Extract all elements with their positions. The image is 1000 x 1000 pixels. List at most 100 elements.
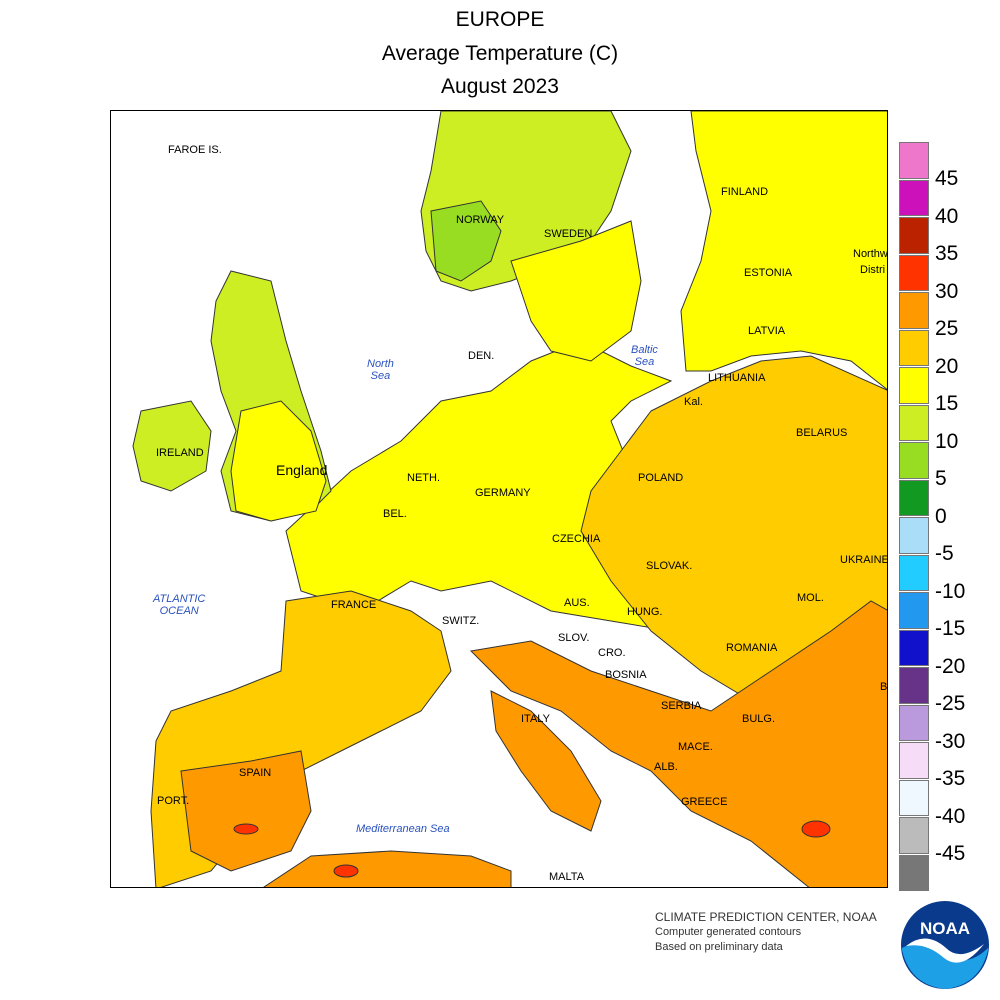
label-macedonia: MACE. — [678, 741, 713, 753]
zone-25-30-italy — [490, 690, 602, 832]
legend-tick-label: 35 — [935, 242, 959, 265]
legend-swatch — [899, 404, 929, 441]
legend-tick-label: -5 — [935, 542, 954, 565]
label-switzerland: SWITZ. — [442, 615, 480, 627]
legend-swatch — [899, 592, 929, 629]
label-bulgaria: BULG. — [742, 713, 776, 725]
legend-swatch — [899, 742, 929, 779]
legend-swatch — [899, 667, 929, 704]
legend-swatch — [899, 704, 929, 741]
label-atlantic-ocean: ATLANTIC OCEAN — [153, 593, 205, 617]
legend-swatch — [899, 142, 929, 179]
legend-swatch — [899, 854, 929, 891]
legend-swatch — [899, 292, 929, 329]
zone-30-35-spot-turkey — [801, 820, 831, 838]
label-slovakia: SLOVAK. — [646, 560, 693, 572]
label-czechia: CZECHIA — [552, 533, 601, 545]
label-faroe: FAROE IS. — [168, 144, 222, 156]
legend-swatch — [899, 479, 929, 516]
legend-swatch — [899, 329, 929, 366]
label-atlantic-line2: OCEAN — [159, 605, 199, 617]
label-spain: SPAIN — [239, 767, 272, 779]
label-portugal: PORT. — [157, 795, 190, 807]
legend-swatch — [899, 629, 929, 666]
legend-swatch — [899, 442, 929, 479]
legend-swatch — [899, 217, 929, 254]
label-belgium: BEL. — [383, 508, 407, 520]
zone-25-30-balkans — [469, 600, 887, 887]
label-north-sea-line2: Sea — [370, 370, 391, 382]
credit-line-1: CLIMATE PREDICTION CENTER, NOAA — [655, 910, 877, 924]
label-kaliningrad: Kal. — [684, 396, 703, 408]
label-france: FRANCE — [331, 599, 377, 611]
zone-30-35-spot-spain — [233, 823, 259, 835]
label-netherlands: NETH. — [407, 472, 440, 484]
zone-15-20-england — [230, 400, 327, 522]
label-germany: GERMANY — [475, 487, 531, 499]
zone-15-20-north-east — [680, 111, 887, 391]
noaa-logo-text: NOAA — [920, 919, 970, 938]
noaa-logo: NOAA — [901, 901, 989, 989]
label-denmark: DEN. — [468, 350, 495, 362]
label-estonia: ESTONIA — [744, 267, 793, 279]
legend-swatch — [899, 367, 929, 404]
legend-swatch — [899, 554, 929, 591]
legend-tick-label: 45 — [935, 167, 959, 190]
label-slovenia: SLOV. — [558, 632, 590, 644]
label-northwest: Northw — [853, 248, 888, 260]
legend-tick-label: 0 — [935, 504, 947, 528]
label-belarus: BELARUS — [796, 427, 848, 439]
zone-10-15-ireland — [132, 400, 212, 492]
legend-tick-label: 40 — [935, 204, 959, 228]
map-date: August 2023 — [441, 75, 559, 98]
label-albania: ALB. — [654, 761, 678, 773]
label-hungary: HUNG. — [627, 606, 663, 618]
legend-tick-label: -30 — [935, 729, 966, 753]
zone-5-10-norway — [430, 200, 502, 282]
label-ukraine: UKRAINE — [840, 554, 888, 566]
legend-swatch — [899, 817, 929, 854]
label-sweden: SWEDEN — [544, 228, 593, 240]
label-croatia: CRO. — [598, 647, 626, 659]
label-latvia: LATVIA — [748, 325, 786, 337]
legend-tick-label: -35 — [935, 767, 966, 790]
legend-tick-label: 5 — [935, 467, 947, 490]
zone-25-30-africa — [263, 850, 512, 887]
label-baltic-sea: Baltic Sea — [631, 344, 658, 368]
legend-tick-label: -10 — [935, 579, 966, 603]
label-norway: NORWAY — [456, 214, 505, 226]
label-moldova: MOL. — [797, 592, 824, 604]
label-serbia: SERBIA — [661, 700, 702, 712]
zone-15-20-sweden — [510, 220, 642, 362]
credit-line-2: Computer generated contours — [655, 926, 802, 938]
label-north-sea: North Sea — [367, 358, 394, 382]
legend-tick-label: 30 — [935, 279, 959, 303]
legend-tick-label: -25 — [935, 692, 966, 715]
label-baltic-sea-line2: Sea — [634, 356, 655, 368]
map-canvas — [132, 111, 887, 887]
label-italy: ITALY — [521, 713, 550, 725]
label-north-sea-line1: North — [367, 358, 394, 370]
label-bosnia: BOSNIA — [605, 669, 647, 681]
credit-line-3: Based on preliminary data — [655, 941, 783, 953]
label-england: England — [276, 462, 328, 478]
label-malta: MALTA — [549, 871, 585, 883]
legend-tick-label: 10 — [935, 429, 959, 453]
legend-tick-label: 20 — [935, 354, 959, 378]
label-mediterranean-sea: Mediterranean Sea — [356, 823, 450, 835]
legend-swatch — [899, 517, 929, 554]
legend-tick-label: 25 — [935, 317, 959, 340]
label-poland: POLAND — [638, 472, 684, 484]
label-ireland: IRELAND — [156, 447, 204, 459]
label-baltic-sea-line1: Baltic — [631, 344, 658, 356]
legend-tick-label: -45 — [935, 842, 966, 865]
map-title: EUROPE — [455, 8, 545, 31]
label-finland: FINLAND — [721, 186, 769, 198]
label-greece: GREECE — [681, 796, 728, 808]
legend-swatch — [899, 179, 929, 216]
label-district: Distri — [860, 264, 886, 276]
legend-swatch — [899, 779, 929, 816]
color-legend — [899, 142, 929, 892]
zone-25-30-spain — [180, 750, 312, 872]
legend-tick-label: -40 — [935, 804, 966, 828]
